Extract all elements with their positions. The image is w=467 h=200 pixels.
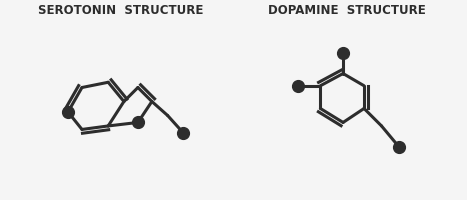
Point <box>340 51 347 54</box>
Title: DOPAMINE  STRUCTURE: DOPAMINE STRUCTURE <box>268 4 425 17</box>
Point <box>294 84 301 87</box>
Point <box>64 110 72 114</box>
Title: SEROTONIN  STRUCTURE: SEROTONIN STRUCTURE <box>38 4 203 17</box>
Point <box>134 121 142 124</box>
Point <box>395 145 403 149</box>
Point <box>180 131 187 135</box>
